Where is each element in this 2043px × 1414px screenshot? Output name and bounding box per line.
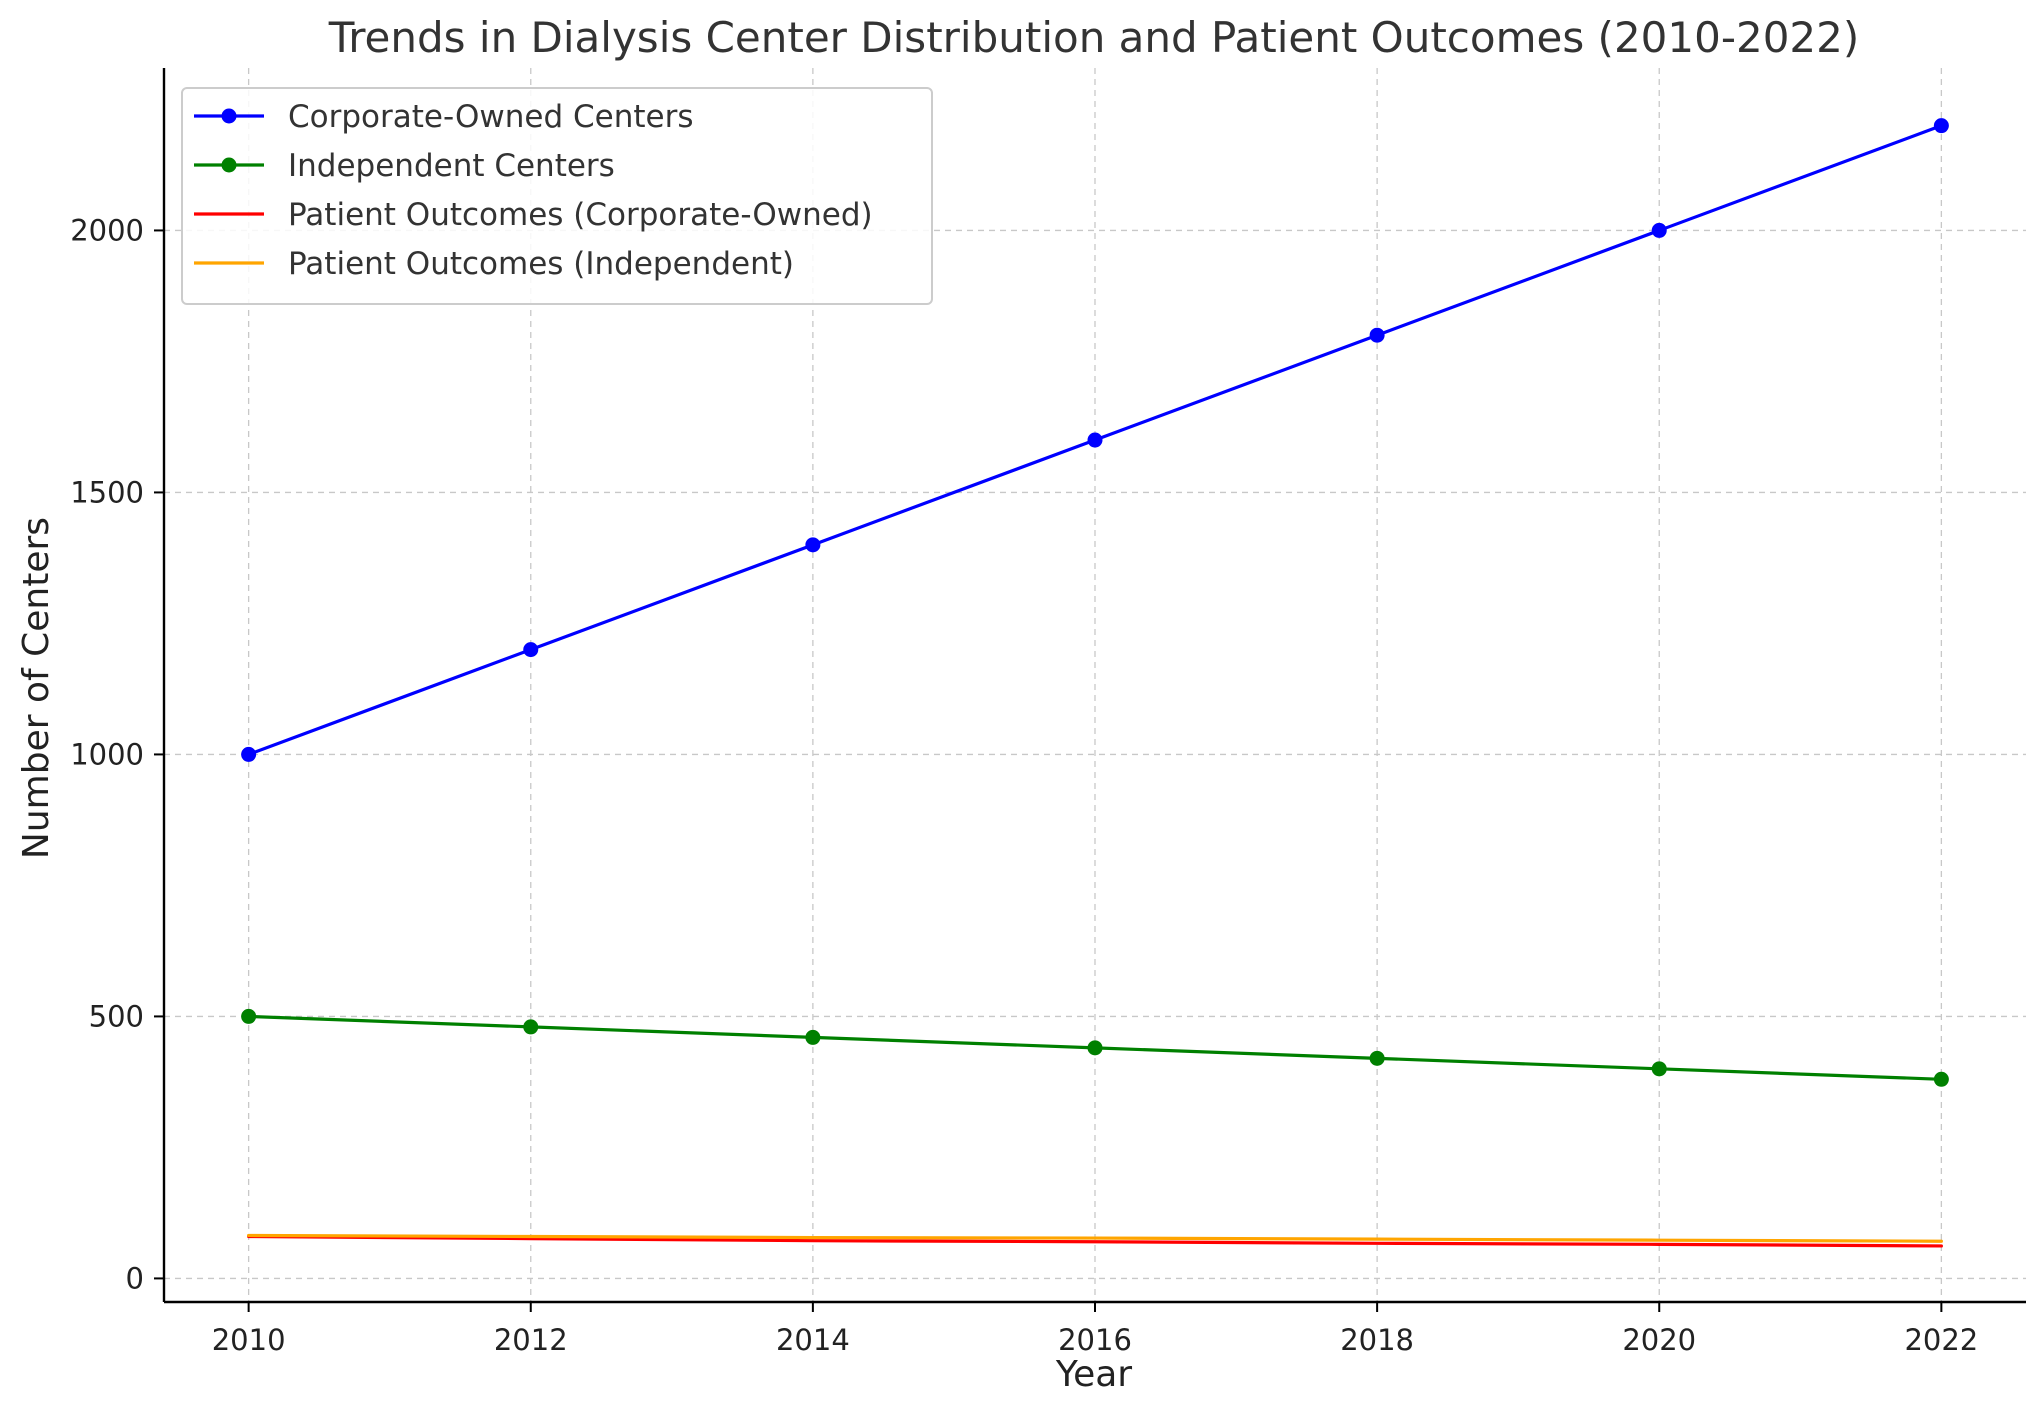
data-point: [1369, 1050, 1385, 1066]
series-independent-centers: [241, 1008, 1949, 1087]
x-tick-label: 2020: [1622, 1323, 1696, 1357]
legend-swatch-marker: [221, 108, 237, 124]
chart-title: Trends in Dialysis Center Distribution a…: [328, 13, 1860, 62]
y-tick-label: 1000: [70, 737, 144, 771]
y-tick-label: 500: [89, 999, 144, 1033]
data-point: [241, 746, 257, 762]
data-point: [1651, 1061, 1667, 1077]
x-tick-label: 2012: [494, 1323, 568, 1357]
series-line-patient-outcomes-independent: [247, 1233, 1943, 1243]
x-tick-label: 2014: [776, 1323, 850, 1357]
legend-label: Independent Centers: [288, 148, 615, 184]
data-point: [1651, 222, 1667, 238]
legend-item: Independent Centers: [194, 148, 615, 184]
y-axis-label: Number of Centers: [16, 517, 57, 859]
data-point: [523, 1019, 539, 1035]
data-point: [1369, 327, 1385, 343]
grid-lines: [164, 68, 2026, 1302]
legend-item: Corporate-Owned Centers: [194, 99, 694, 135]
legend-swatch-marker: [221, 157, 237, 173]
series-patient-outcomes-corporate-owned: [247, 1234, 1943, 1248]
data-point: [1087, 1040, 1103, 1056]
y-tick-label: 0: [126, 1261, 144, 1295]
series-patient-outcomes-independent: [247, 1233, 1943, 1243]
legend-label: Patient Outcomes (Corporate-Owned): [288, 197, 873, 233]
legend-label: Patient Outcomes (Independent): [288, 246, 794, 282]
legend-box: [181, 87, 933, 305]
data-point: [241, 1008, 257, 1024]
data-point: [1933, 118, 1949, 134]
x-tick-label: 2016: [1058, 1323, 1132, 1357]
legend-label: Corporate-Owned Centers: [288, 99, 694, 135]
data-point: [1087, 432, 1103, 448]
ticks: 2010 2012 2014 2016 2018 2020 2022 0 500 1000 1500…: [70, 213, 1978, 1357]
series-corporate-owned-centers: [241, 118, 1949, 762]
x-axis-label: Year: [1055, 1354, 1132, 1395]
series-line-patient-outcomes-corporate-owned: [247, 1234, 1943, 1248]
x-tick-label: 2010: [212, 1323, 286, 1357]
x-tick-label: 2022: [1904, 1323, 1978, 1357]
legend-item: Patient Outcomes (Corporate-Owned): [194, 197, 873, 233]
data-point: [805, 537, 821, 553]
series-lines: [241, 118, 1949, 1248]
y-tick-label: 2000: [70, 213, 144, 247]
legend-item: Patient Outcomes (Independent): [194, 246, 794, 282]
x-tick-label: 2018: [1340, 1323, 1414, 1357]
data-point: [1933, 1071, 1949, 1087]
data-point: [805, 1029, 821, 1045]
legend: Corporate-Owned Centers Independent Cente…: [181, 87, 933, 305]
data-point: [523, 642, 539, 658]
y-tick-label: 1500: [70, 475, 144, 509]
